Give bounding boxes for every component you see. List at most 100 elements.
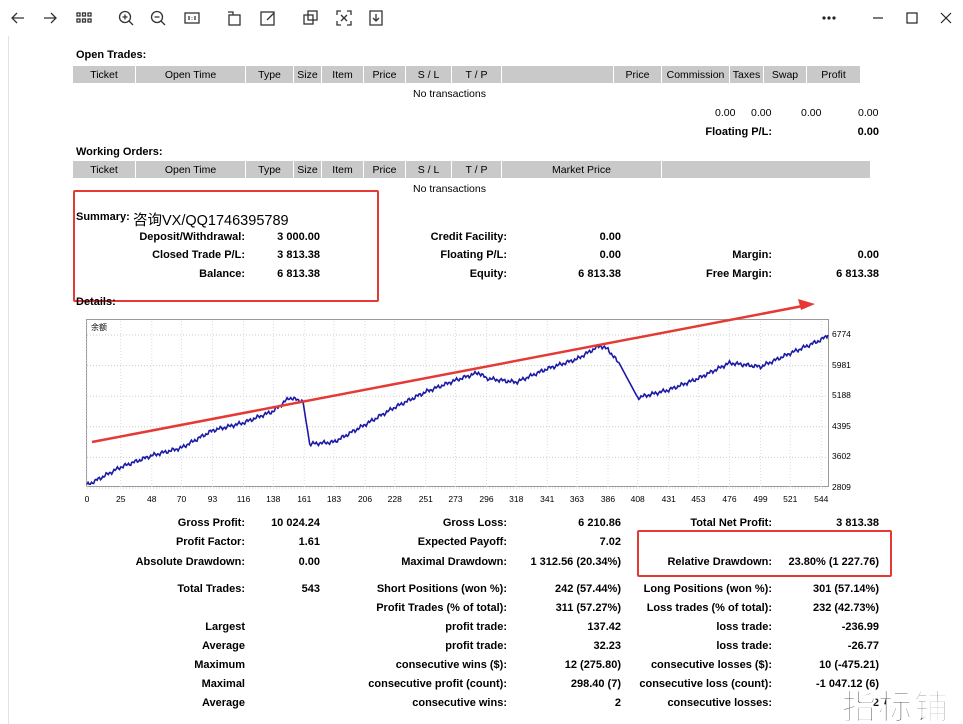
rotate-icon[interactable] xyxy=(222,6,246,30)
actual-size-icon[interactable] xyxy=(180,6,204,30)
wo-col-blank xyxy=(662,161,871,178)
col-sl: S / L xyxy=(406,66,452,83)
x-tick-label: 431 xyxy=(661,494,676,504)
x-tick-label: 183 xyxy=(326,494,342,504)
equity-label: Equity: xyxy=(469,268,507,280)
credit-value: 0.00 xyxy=(599,231,621,243)
floating-label: Floating P/L: xyxy=(440,249,507,261)
wo-col-ticket: Ticket xyxy=(73,161,136,178)
largest-loss-label: loss trade: xyxy=(716,621,772,633)
maximize-icon[interactable] xyxy=(898,6,926,30)
max-drawdown-label: Maximal Drawdown: xyxy=(401,556,507,568)
y-tick-label: 5188 xyxy=(832,390,851,401)
chart-caption: 余额 xyxy=(91,323,107,332)
wo-col-item: Item xyxy=(322,161,364,178)
x-tick-label: 0 xyxy=(84,494,90,504)
wo-col-price: Price xyxy=(364,161,406,178)
x-tick-label: 521 xyxy=(783,494,798,504)
wo-col-sl: S / L xyxy=(406,161,452,178)
summary-annotation: 咨询VX/QQ1746395789 xyxy=(133,213,289,229)
average-profit-label: profit trade: xyxy=(445,640,507,652)
largest-profit-label: profit trade: xyxy=(445,621,507,633)
y-tick-label: 4395 xyxy=(832,420,851,431)
col-taxes: Taxes xyxy=(730,66,764,83)
x-tick-label: 273 xyxy=(448,494,463,504)
short-positions-value: 242 (57.44%) xyxy=(554,583,621,595)
minimize-icon[interactable] xyxy=(864,6,892,30)
fullscreen-icon[interactable] xyxy=(332,6,356,30)
x-tick-label: 251 xyxy=(418,494,433,504)
more-icon[interactable] xyxy=(815,6,843,30)
x-tick-label: 206 xyxy=(357,494,373,504)
average2-label: Average xyxy=(201,697,245,709)
edit-icon[interactable] xyxy=(256,6,280,30)
loss-trades-value: 232 (42.73%) xyxy=(812,602,879,614)
closed-pl-value: 3 813.38 xyxy=(277,249,320,261)
largest-label: Largest xyxy=(205,621,245,633)
x-tick-label: 138 xyxy=(266,494,281,504)
cons-profit-label: consecutive profit (count): xyxy=(368,678,507,690)
watermark-logo: 指标铺 xyxy=(842,688,950,724)
working-orders-empty: No transactions xyxy=(413,183,486,195)
close-icon[interactable] xyxy=(932,6,960,30)
net-profit-label: Total Net Profit: xyxy=(690,517,772,529)
margin-value: 0.00 xyxy=(857,249,879,261)
crop-icon[interactable] xyxy=(298,6,322,30)
total-swap: 0.00 xyxy=(801,107,822,119)
x-tick-label: 386 xyxy=(600,494,616,504)
col-item: Item xyxy=(322,66,364,83)
rel-drawdown-label: Relative Drawdown: xyxy=(667,556,772,568)
max-drawdown-value: 1 312.56 (20.34%) xyxy=(530,556,621,568)
average-loss-value: -26.77 xyxy=(847,640,879,652)
x-tick-label: 476 xyxy=(722,494,737,504)
details-title: Details: xyxy=(76,296,116,308)
avg-cons-losses-value: 2 xyxy=(872,697,879,709)
open-floating-label: Floating P/L: xyxy=(705,126,772,138)
y-tick-label: 5981 xyxy=(832,359,851,370)
x-tick-label: 296 xyxy=(479,494,494,504)
wo-col-size: Size xyxy=(294,161,322,178)
avg-cons-wins-label: consecutive wins: xyxy=(412,697,507,709)
x-tick-label: 228 xyxy=(387,494,402,504)
wo-col-market-price: Market Price xyxy=(502,161,662,178)
profit-factor-label: Profit Factor: xyxy=(175,536,245,548)
open-trades-header: Ticket Open Time Type Size Item Price S … xyxy=(73,66,861,83)
forward-icon[interactable] xyxy=(38,6,62,30)
avg-cons-wins-value: 2 xyxy=(614,697,621,709)
total-commission: 0.00 xyxy=(715,107,736,119)
toolbar xyxy=(0,0,963,36)
balance-value: 6 813.38 xyxy=(277,268,320,280)
free-margin-value: 6 813.38 xyxy=(836,268,879,280)
abs-drawdown-label: Absolute Drawdown: xyxy=(135,556,245,568)
drawdown-highlight-box xyxy=(637,530,892,577)
equity-value: 6 813.38 xyxy=(578,268,621,280)
grid-view-icon[interactable] xyxy=(72,6,96,30)
wo-col-open-time: Open Time xyxy=(136,161,246,178)
zoom-out-icon[interactable] xyxy=(146,6,170,30)
col-open-time: Open Time xyxy=(136,66,246,83)
save-icon[interactable] xyxy=(364,6,388,30)
deposit-value: 3 000.00 xyxy=(277,231,320,243)
cons-profit-value: 298.40 (7) xyxy=(570,678,621,690)
gross-profit-value: 10 024.24 xyxy=(271,517,320,529)
back-icon[interactable] xyxy=(6,6,30,30)
closed-pl-label: Closed Trade P/L: xyxy=(152,249,245,261)
zoom-in-icon[interactable] xyxy=(114,6,138,30)
open-trades-title: Open Trades: xyxy=(76,49,147,61)
average-profit-value: 32.23 xyxy=(593,640,621,652)
total-profit: 0.00 xyxy=(858,107,879,119)
x-tick-label: 363 xyxy=(569,494,585,504)
col-ticket: Ticket xyxy=(73,66,136,83)
wo-col-type: Type xyxy=(246,161,294,178)
long-positions-value: 301 (57.14%) xyxy=(812,583,879,595)
working-orders-title: Working Orders: xyxy=(76,146,163,158)
avg-cons-losses-label: consecutive losses: xyxy=(667,697,772,709)
open-floating-value: 0.00 xyxy=(857,126,879,138)
loss-trades-label: Loss trades (% of total): xyxy=(646,602,772,614)
credit-label: Credit Facility: xyxy=(430,231,507,243)
largest-profit-value: 137.42 xyxy=(587,621,621,633)
col-type: Type xyxy=(246,66,294,83)
margin-label: Margin: xyxy=(732,249,772,261)
gross-loss-label: Gross Loss: xyxy=(442,517,507,529)
free-margin-label: Free Margin: xyxy=(705,268,772,280)
